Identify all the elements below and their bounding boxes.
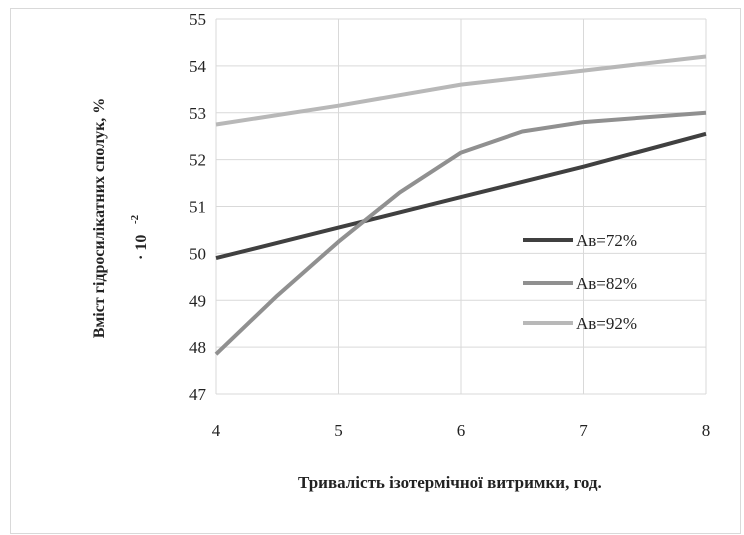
- y-tick-label: 54: [189, 57, 207, 76]
- y-tick-label: 51: [189, 198, 206, 217]
- y-tick-label: 49: [189, 291, 206, 310]
- y-axis-scale-label: · 10 -2: [129, 214, 150, 260]
- x-tick-label: 4: [212, 421, 221, 440]
- series-line-2: [214, 110, 707, 356]
- y-axis-title: Вміст гідросилікатних сполук, %: [91, 98, 108, 339]
- x-tick-label: 5: [334, 421, 343, 440]
- y-tick-label: 53: [189, 104, 206, 123]
- y-axis-scale-base: · 10: [133, 235, 150, 260]
- chart-border: [10, 8, 741, 534]
- series-line-3: [215, 54, 707, 127]
- series-lines: [214, 54, 707, 356]
- y-tick-label: 52: [189, 151, 206, 170]
- y-tick-label: 48: [189, 338, 206, 357]
- x-tick-label: 6: [457, 421, 466, 440]
- y-tick-label: 50: [189, 244, 206, 263]
- x-tick-label: 7: [579, 421, 588, 440]
- legend-label-3: Ав=92%: [576, 314, 637, 333]
- x-axis-title: Тривалість ізотермічної витримки, год.: [298, 473, 602, 492]
- y-tick-label: 55: [189, 10, 206, 29]
- legend-label-1: Ав=72%: [576, 231, 637, 250]
- series-line-1: [215, 131, 707, 261]
- tick-labels: 47 48 49 50 51 52 53 54 55 4 5 6 7 8: [189, 10, 710, 440]
- legend: Ав=72% Ав=82% Ав=92%: [523, 231, 637, 333]
- x-tick-label: 8: [702, 421, 711, 440]
- grid: [215, 18, 707, 395]
- legend-label-2: Ав=82%: [576, 274, 637, 293]
- y-tick-label: 47: [189, 385, 207, 404]
- y-axis-scale-exponent: -2: [129, 214, 141, 224]
